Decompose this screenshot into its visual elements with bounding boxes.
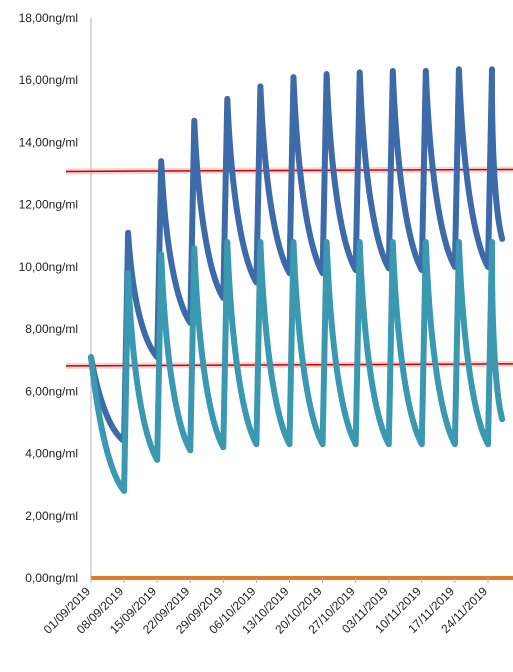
series-group: [88, 66, 506, 494]
y-tick-label: 10,00ng/ml: [19, 260, 78, 274]
series-line-1: [88, 66, 506, 445]
y-tick-label: 6,00ng/ml: [25, 384, 78, 398]
y-axis-ticks: 0,00ng/ml 2,00ng/ml 4,00ng/ml 6,00ng/ml 8,00…: [19, 11, 78, 585]
y-tick-label: 14,00ng/ml: [19, 135, 78, 149]
series-line-2: [88, 239, 506, 494]
y-tick-label: 8,00ng/ml: [25, 322, 78, 336]
y-tick-label: 2,00ng/ml: [25, 509, 78, 523]
y-tick-label: 12,00ng/ml: [19, 198, 78, 212]
y-tick-label: 16,00ng/ml: [19, 73, 78, 87]
axes: [90, 18, 513, 580]
y-tick-label: 4,00ng/ml: [25, 447, 78, 461]
y-tick-label: 0,00ng/ml: [25, 571, 78, 585]
y-tick-label: 18,00ng/ml: [19, 11, 78, 25]
x-axis-ticks: 01/09/201908/09/201915/09/201922/09/2019…: [41, 578, 490, 637]
